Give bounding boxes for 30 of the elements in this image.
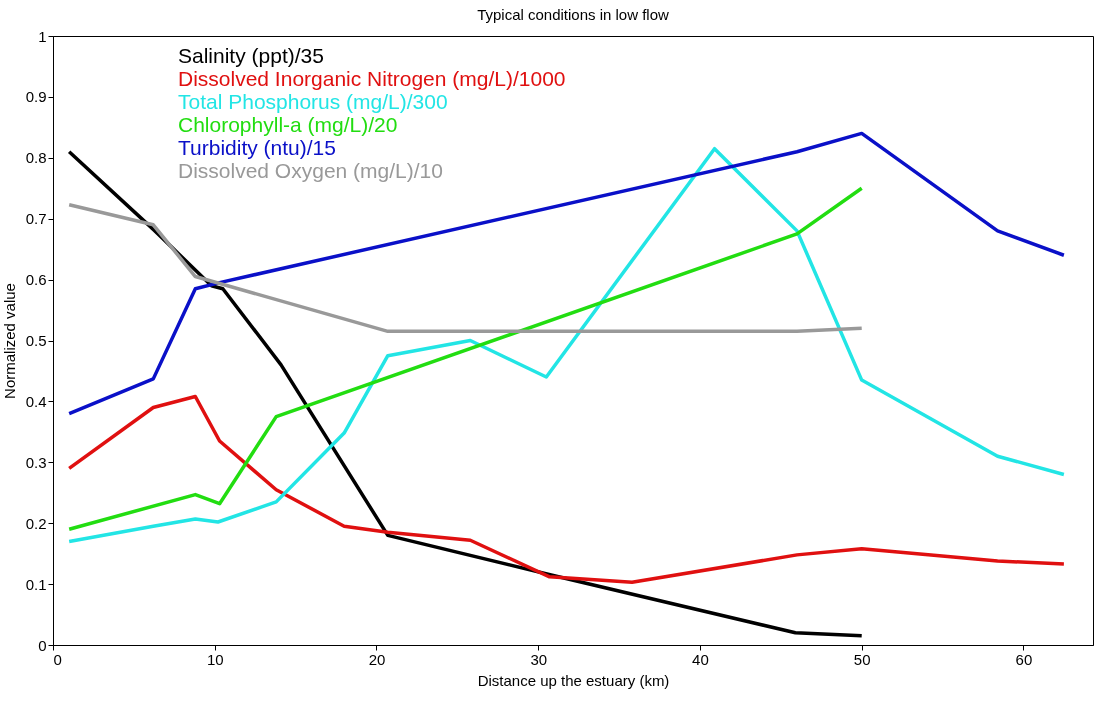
text: Dissolved Oxygen (mg/L)/10 xyxy=(178,158,443,182)
y-tick-label: 0.8 xyxy=(25,149,47,167)
text: Dissolved Inorganic Nitrogen (mg/L)/1000 xyxy=(178,66,566,90)
y-tick-label: 1 xyxy=(38,27,47,45)
text: Total Phosphorus (mg/L)/300 xyxy=(178,89,448,113)
x-tick-label: 50 xyxy=(853,650,871,668)
y-tick-label: 0.7 xyxy=(25,210,47,228)
x-tick-label: 0 xyxy=(53,650,62,668)
text: Turbidity (ntu)/15 xyxy=(178,135,336,159)
y-tick-label: 0.9 xyxy=(25,88,47,106)
line-series xyxy=(67,202,864,334)
y-tick-label: 0.2 xyxy=(25,514,47,532)
line-series xyxy=(67,186,864,532)
y-axis-title: Normalized value xyxy=(0,283,18,399)
y-tick-label: 0.5 xyxy=(25,332,47,349)
chart-title: Typical conditions in low flow xyxy=(477,6,670,23)
x-tick-label: 30 xyxy=(530,650,548,668)
text: Salinity (ppt)/35 xyxy=(178,43,324,67)
y-tick-label: 0.4 xyxy=(25,392,47,410)
x-tick-label: 20 xyxy=(368,650,386,668)
y-tick-label: 0 xyxy=(38,636,47,654)
x-axis-title: Distance up the estuary (km) xyxy=(477,671,670,689)
y-tick-label: 0.3 xyxy=(25,453,47,471)
x-tick-label: 10 xyxy=(206,650,224,668)
y-tick-label: 0.6 xyxy=(25,271,47,289)
x-tick-label: 60 xyxy=(1015,650,1033,668)
y-tick-label: 0.1 xyxy=(25,575,47,593)
line-series xyxy=(67,394,1066,585)
x-tick-label: 40 xyxy=(692,650,709,668)
text: Chlorophyll-a (mg/L)/20 xyxy=(178,112,398,136)
